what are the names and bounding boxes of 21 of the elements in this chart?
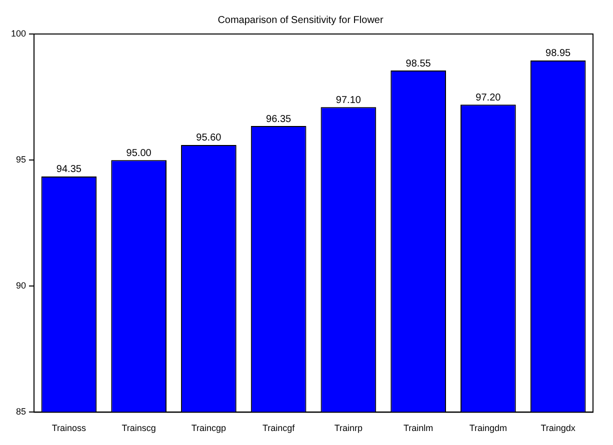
data-label: 96.35 <box>266 114 292 125</box>
y-tick-label: 85 <box>16 406 26 417</box>
data-label: 94.35 <box>56 164 82 176</box>
x-tick-label: Trainscg <box>122 423 156 434</box>
y-tick-label: 100 <box>10 28 26 38</box>
x-tick-label: Traincgf <box>262 423 296 434</box>
data-label: 97.10 <box>336 94 362 106</box>
data-label: 95.60 <box>196 132 222 144</box>
y-tick-label: 95 <box>16 154 26 165</box>
data-label: 95.00 <box>126 148 152 159</box>
data-label: 98.95 <box>546 48 572 60</box>
x-tick-label: Traincgp <box>191 423 226 434</box>
x-tick-label: Traingdx <box>540 423 576 434</box>
data-label: 98.55 <box>406 58 432 70</box>
x-tick-label: Trainoss <box>52 423 87 434</box>
y-tick-label: 90 <box>16 280 26 291</box>
x-tick-label: Trainrp <box>334 423 363 434</box>
x-tick-label: Traingdm <box>469 423 508 434</box>
x-tick-label: Trainlm <box>403 423 434 434</box>
chart-title: Comaparison of Sensitivity for Flower <box>218 14 384 26</box>
data-label: 97.20 <box>476 92 502 104</box>
